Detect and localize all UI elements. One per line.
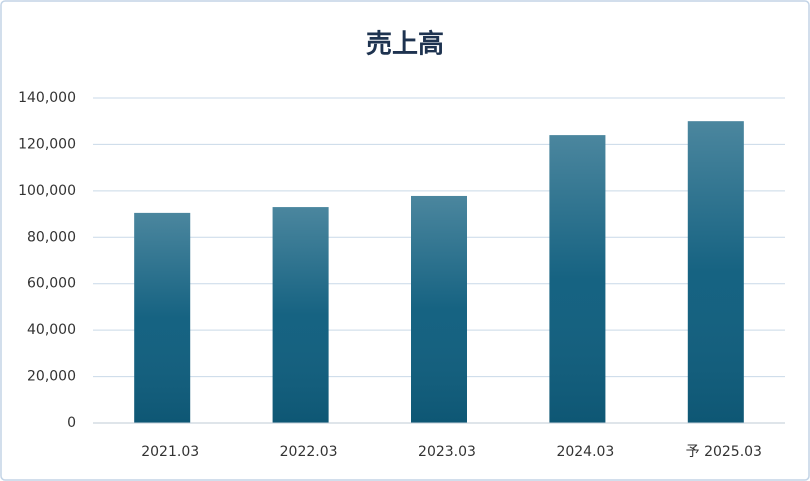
y-tick-label: 80,000 xyxy=(27,229,76,245)
y-tick-label: 100,000 xyxy=(18,183,76,199)
y-tick-label: 20,000 xyxy=(27,369,76,385)
bar-shade xyxy=(411,195,467,423)
y-tick-label: 0 xyxy=(67,415,76,431)
x-tick-label: 2022.03 xyxy=(280,444,338,460)
bar-shade xyxy=(549,135,606,423)
y-tick-label: 40,000 xyxy=(27,322,76,338)
chart-title: 売上高 xyxy=(366,29,444,60)
x-tick-label: 2021.03 xyxy=(141,444,199,460)
bar-shade xyxy=(272,207,329,423)
y-tick-label: 60,000 xyxy=(27,276,76,292)
bar-shade xyxy=(134,212,191,423)
y-tick-label: 140,000 xyxy=(18,90,76,106)
x-tick-label: 2024.03 xyxy=(556,444,614,460)
x-tick-label: 予 2025.03 xyxy=(686,444,762,460)
y-tick-label: 120,000 xyxy=(18,136,76,152)
x-tick-label: 2023.03 xyxy=(418,444,476,460)
bar-shade xyxy=(687,121,744,423)
